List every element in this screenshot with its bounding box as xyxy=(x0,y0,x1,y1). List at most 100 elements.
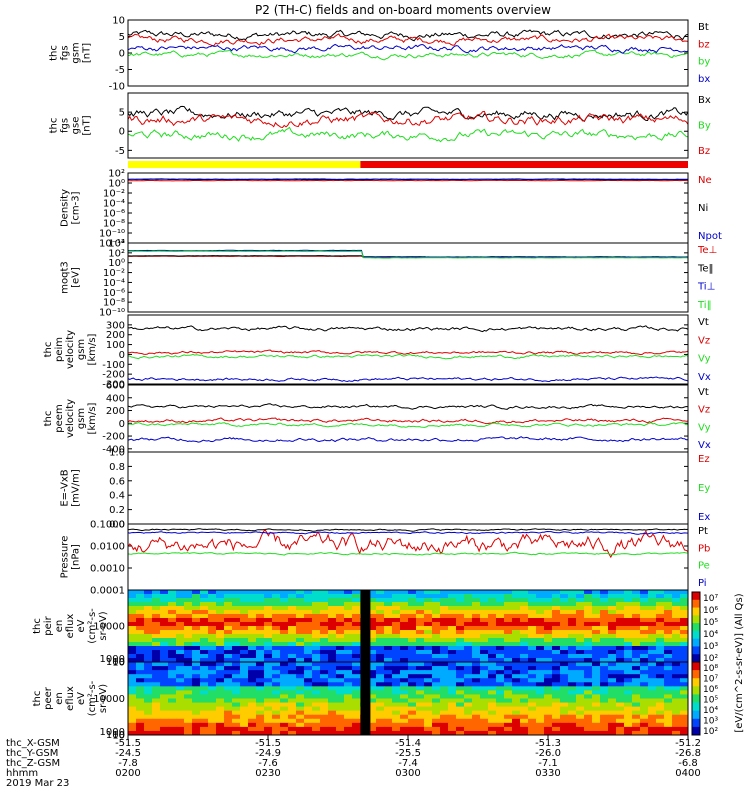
heatmap-cell xyxy=(512,646,521,651)
series-line-pressure-2 xyxy=(127,551,689,556)
heatmap-cell xyxy=(392,726,401,732)
heatmap-cell xyxy=(216,594,225,599)
heatmap-cell xyxy=(136,630,145,635)
heatmap-cell xyxy=(608,670,617,675)
heatmap-cell xyxy=(232,698,241,704)
heatmap-cell xyxy=(288,614,297,619)
heatmap-cell xyxy=(184,634,193,639)
heatmap-cell xyxy=(440,722,449,728)
heatmap-cell xyxy=(400,630,409,635)
colorbar-swatch xyxy=(692,615,700,624)
heatmap-cell xyxy=(632,698,641,704)
heatmap-cell xyxy=(424,638,433,643)
heatmap-cell xyxy=(304,718,313,724)
heatmap-cell xyxy=(472,670,481,675)
heatmap-cell xyxy=(608,614,617,619)
heatmap-cell xyxy=(632,690,641,695)
heatmap-cell xyxy=(616,718,625,724)
heatmap-cell xyxy=(184,706,193,712)
heatmap-cell xyxy=(152,722,161,728)
colorbar-swatch xyxy=(692,599,700,609)
legend-density-2: Npot xyxy=(698,231,722,242)
heatmap-cell xyxy=(512,650,521,655)
heatmap-cell xyxy=(448,622,457,627)
heatmap-cell xyxy=(432,726,441,732)
heatmap-cell xyxy=(304,614,313,619)
heatmap-cell xyxy=(288,706,297,712)
heatmap-cell xyxy=(416,698,425,704)
heatmap-cell xyxy=(240,658,249,663)
heatmap-cell xyxy=(392,698,401,704)
heatmap-cell xyxy=(632,614,641,619)
heatmap-cell xyxy=(568,686,577,691)
heatmap-cell xyxy=(552,670,561,675)
heatmap-cell xyxy=(616,626,625,631)
heatmap-cell xyxy=(528,690,537,695)
heatmap-cell xyxy=(536,670,545,675)
heatmap-cell xyxy=(400,698,409,704)
heatmap-cell xyxy=(184,618,193,623)
heatmap-cell xyxy=(624,654,633,659)
heatmap-cell xyxy=(176,730,185,736)
y-tick-label-efield-4: 0.2 xyxy=(109,505,125,516)
heatmap-cell xyxy=(424,642,433,647)
heatmap-cell xyxy=(680,662,689,667)
heatmap-cell xyxy=(328,722,337,728)
heatmap-cell xyxy=(456,662,465,667)
heatmap-cell xyxy=(152,658,161,663)
heatmap-cell xyxy=(424,722,433,728)
heatmap-cell xyxy=(520,730,529,736)
heatmap-cell xyxy=(520,710,529,716)
heatmap-cell xyxy=(304,682,313,687)
heatmap-cell xyxy=(192,702,201,708)
heatmap-cell xyxy=(248,658,257,663)
heatmap-cell xyxy=(280,658,289,663)
heatmap-cell xyxy=(472,714,481,720)
heatmap-cell xyxy=(680,614,689,619)
heatmap-cell xyxy=(640,714,649,720)
heatmap-cell xyxy=(480,706,489,712)
legend-efield-0: Ez xyxy=(698,454,710,465)
heatmap-cell xyxy=(328,646,337,651)
heatmap-cell xyxy=(408,678,417,683)
heatmap-cell xyxy=(536,666,545,671)
heatmap-cell xyxy=(176,670,185,675)
heatmap-cell xyxy=(376,662,385,667)
heatmap-cell xyxy=(352,726,361,732)
heatmap-cell xyxy=(312,606,321,611)
heatmap-cell xyxy=(544,646,553,651)
colorbar-tick-0-1: 10⁶ xyxy=(703,606,718,616)
y-tick-label-pressure-2: 0.0010 xyxy=(90,564,125,575)
heatmap-cell xyxy=(600,706,609,712)
heatmap-cell xyxy=(568,658,577,663)
heatmap-cell xyxy=(416,618,425,623)
heatmap-cell xyxy=(232,638,241,643)
heatmap-cell xyxy=(160,642,169,647)
y-tick-label-peim_velocity-6: -300 xyxy=(102,380,125,391)
heatmap-cell xyxy=(576,678,585,683)
heatmap-cell xyxy=(224,718,233,724)
heatmap-cell xyxy=(264,670,273,675)
heatmap-cell xyxy=(168,694,177,699)
heatmap-cell xyxy=(424,698,433,704)
heatmap-cell xyxy=(352,650,361,655)
heatmap-cell xyxy=(432,622,441,627)
heatmap-cell xyxy=(536,614,545,619)
heatmap-cell xyxy=(552,650,561,655)
legend-fgs_gsm-2: by xyxy=(698,57,710,68)
heatmap-cell xyxy=(472,630,481,635)
heatmap-cell xyxy=(504,698,513,704)
heatmap-cell xyxy=(680,674,689,679)
heatmap-cell xyxy=(200,678,209,683)
heatmap-cell xyxy=(496,630,505,635)
heatmap-cell xyxy=(128,730,137,736)
series-line-peem_velocity-0 xyxy=(127,403,689,410)
heatmap-cell xyxy=(176,618,185,623)
heatmap-cell xyxy=(288,642,297,647)
y-axis-label-peir_spectrogram: thcpeirenefluxeV(cm²-s-sr-eV) xyxy=(32,608,109,644)
heatmap-cell xyxy=(408,722,417,728)
heatmap-cell xyxy=(208,598,217,603)
heatmap-cell xyxy=(432,718,441,724)
heatmap-cell xyxy=(640,702,649,708)
heatmap-cell xyxy=(408,618,417,623)
